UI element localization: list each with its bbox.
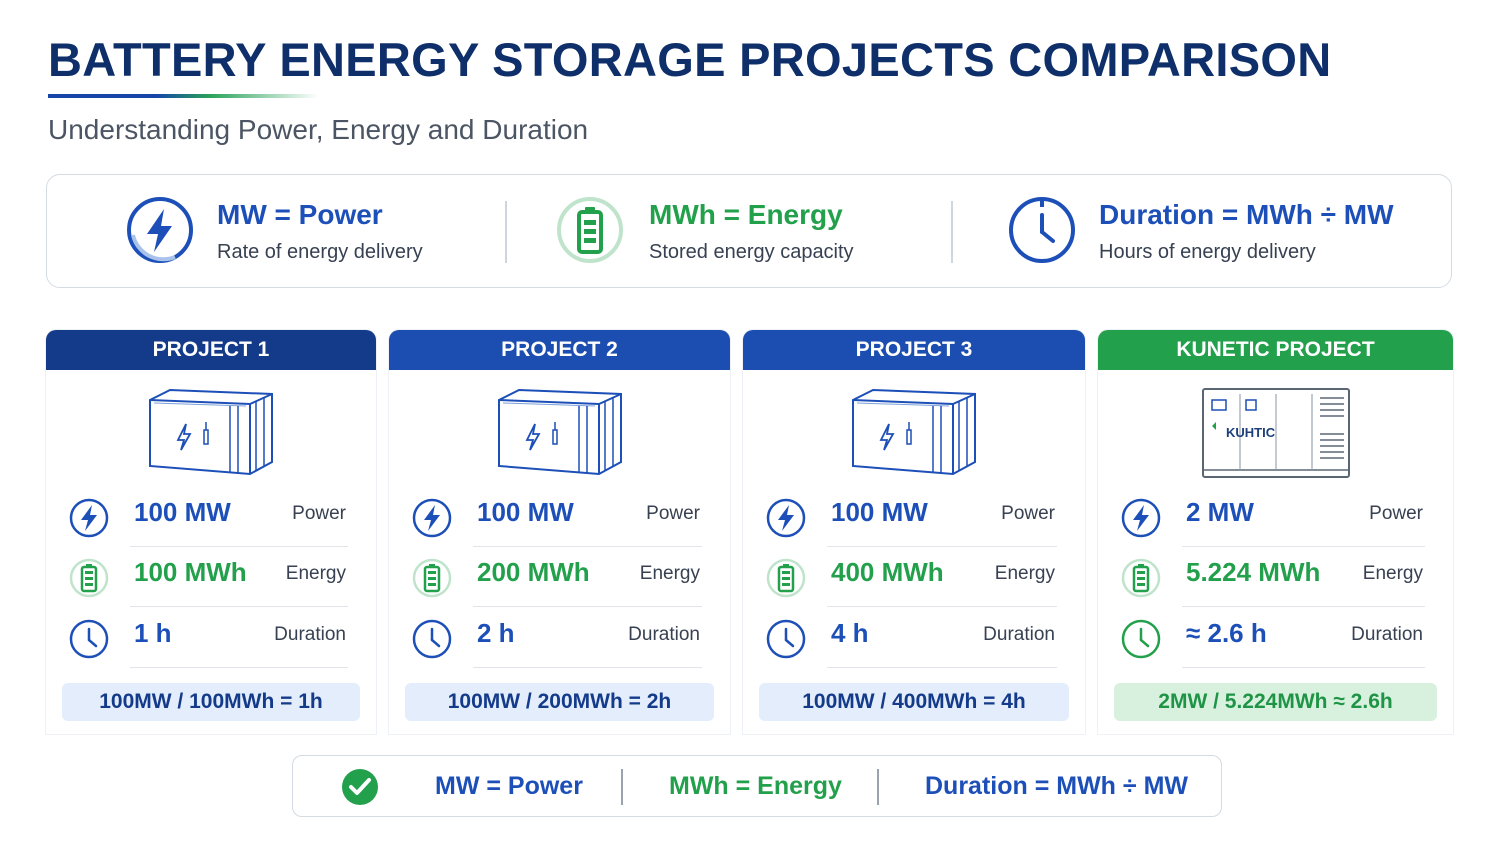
duration-value: 4 h — [831, 618, 869, 648]
power-value: 100 MW — [831, 497, 928, 527]
definition-energy: MWh = Energy Stored energy capacity — [555, 175, 945, 289]
battery-icon — [557, 197, 623, 263]
definition-duration: Duration = MWh ÷ MW Hours of energy deli… — [1007, 175, 1427, 289]
energy-row: 200 MWh Energy — [411, 547, 708, 607]
lightning-icon — [765, 497, 807, 539]
energy-row: 400 MWh Energy — [765, 547, 1063, 607]
project-card-2: PROJECT 2 100 MW Power 200 MWh Energy 2 … — [389, 330, 730, 734]
duration-label: Duration — [1351, 624, 1423, 645]
check-circle-icon — [342, 769, 378, 805]
project-card-kunetic: KUNETIC PROJECT KUHTIC 2 MW Power 5.224 … — [1098, 330, 1453, 734]
power-label: Power — [1001, 503, 1055, 524]
formula-box: 2MW / 5.224MWh ≈ 2.6h — [1114, 683, 1437, 721]
duration-row: 4 h Duration — [765, 608, 1063, 668]
lightning-icon — [68, 497, 110, 539]
energy-label: Energy — [1362, 563, 1423, 584]
power-row: 100 MW Power — [68, 487, 354, 547]
summary-duration: Duration = MWh ÷ MW — [925, 772, 1188, 800]
divider — [951, 201, 953, 263]
divider — [621, 769, 623, 805]
kunetic-logo-text: KUHTIC — [1226, 425, 1276, 440]
definition-head: MW = Power — [217, 199, 383, 230]
formula-box: 100MW / 200MWh = 2h — [405, 683, 714, 721]
battery-icon — [1120, 557, 1162, 599]
duration-value: ≈ 2.6 h — [1186, 618, 1267, 648]
battery-container-icon — [495, 386, 625, 478]
formula-box: 100MW / 100MWh = 1h — [62, 683, 360, 721]
divider — [877, 769, 879, 805]
page-title: BATTERY ENERGY STORAGE PROJECTS COMPARIS… — [48, 33, 1332, 86]
power-value: 100 MW — [134, 497, 231, 527]
battery-container-icon — [146, 386, 276, 478]
definition-desc: Hours of energy delivery — [1099, 241, 1316, 263]
lightning-icon — [1120, 497, 1162, 539]
duration-value: 2 h — [477, 618, 515, 648]
definitions-panel: MW = Power Rate of energy delivery MWh =… — [46, 174, 1452, 288]
duration-value: 1 h — [134, 618, 172, 648]
power-value: 100 MW — [477, 497, 574, 527]
clock-icon — [1120, 618, 1162, 660]
duration-label: Duration — [983, 624, 1055, 645]
card-header: PROJECT 3 — [743, 330, 1085, 370]
energy-row: 5.224 MWh Energy — [1120, 547, 1431, 607]
duration-label: Duration — [628, 624, 700, 645]
energy-label: Energy — [639, 563, 700, 584]
clock-icon — [765, 618, 807, 660]
energy-label: Energy — [994, 563, 1055, 584]
power-row: 2 MW Power — [1120, 487, 1431, 547]
lightning-icon — [127, 197, 193, 263]
clock-icon — [68, 618, 110, 660]
battery-icon — [765, 557, 807, 599]
energy-row: 100 MWh Energy — [68, 547, 354, 607]
definition-desc: Rate of energy delivery — [217, 241, 423, 263]
definition-head: Duration = MWh ÷ MW — [1099, 199, 1394, 230]
battery-container-icon — [849, 386, 979, 478]
lightning-icon — [411, 497, 453, 539]
kunetic-unit-icon: KUHTIC — [1201, 388, 1350, 478]
clock-icon — [411, 618, 453, 660]
power-row: 100 MW Power — [765, 487, 1063, 547]
duration-label: Duration — [274, 624, 346, 645]
power-label: Power — [646, 503, 700, 524]
energy-label: Energy — [285, 563, 346, 584]
summary-energy: MWh = Energy — [669, 772, 842, 800]
energy-value: 5.224 MWh — [1186, 557, 1321, 587]
power-row: 100 MW Power — [411, 487, 708, 547]
project-card-1: PROJECT 1 100 MW Power 100 MWh Energy 1 … — [46, 330, 376, 734]
card-header: PROJECT 1 — [46, 330, 376, 370]
power-label: Power — [292, 503, 346, 524]
duration-row: 2 h Duration — [411, 608, 708, 668]
battery-icon — [411, 557, 453, 599]
page-subtitle: Understanding Power, Energy and Duration — [48, 114, 589, 145]
definition-head: MWh = Energy — [649, 199, 843, 230]
duration-row: 1 h Duration — [68, 608, 354, 668]
summary-bar: MW = Power MWh = Energy Duration = MWh ÷… — [292, 755, 1222, 817]
definition-power: MW = Power Rate of energy delivery — [125, 175, 515, 289]
energy-value: 100 MWh — [134, 557, 247, 587]
title-underline — [48, 94, 318, 98]
divider — [505, 201, 507, 263]
clock-icon — [1009, 197, 1075, 263]
definition-desc: Stored energy capacity — [649, 241, 854, 263]
card-header: PROJECT 2 — [389, 330, 730, 370]
energy-value: 400 MWh — [831, 557, 944, 587]
card-header: KUNETIC PROJECT — [1098, 330, 1453, 370]
energy-value: 200 MWh — [477, 557, 590, 587]
power-value: 2 MW — [1186, 497, 1254, 527]
formula-box: 100MW / 400MWh = 4h — [759, 683, 1069, 721]
battery-icon — [68, 557, 110, 599]
power-label: Power — [1369, 503, 1423, 524]
summary-power: MW = Power — [435, 772, 583, 800]
duration-row: ≈ 2.6 h Duration — [1120, 608, 1431, 668]
project-card-3: PROJECT 3 100 MW Power 400 MWh Energy 4 … — [743, 330, 1085, 734]
